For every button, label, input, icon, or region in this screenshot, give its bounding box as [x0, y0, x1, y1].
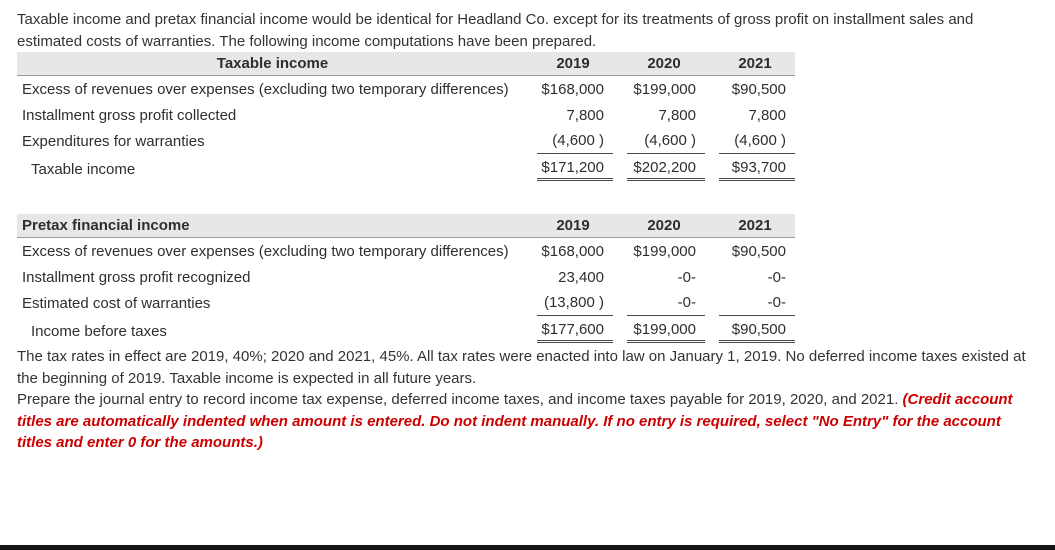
- row-label: Excess of revenues over expenses (exclud…: [22, 242, 509, 260]
- row-value: 23,400: [558, 268, 604, 286]
- row-value: (4,600 ): [627, 128, 705, 154]
- instruction-normal-text: Prepare the journal entry to record inco…: [17, 391, 903, 408]
- row-value: $168,000: [541, 80, 604, 98]
- year-header-2019: 2019: [556, 217, 590, 234]
- year-header-2020: 2020: [647, 217, 681, 234]
- year-header-2020: 2020: [647, 55, 681, 72]
- table-total-row: Taxable income $171,200 $202,200 $93,700: [17, 154, 795, 184]
- total-label: Income before taxes: [31, 322, 167, 340]
- pretax-financial-income-table: Pretax financial income 2019 2020 2021 E…: [17, 214, 795, 346]
- row-value: (4,600 ): [537, 128, 613, 154]
- bottom-edge-bar: [0, 545, 1055, 550]
- intro-paragraph: Taxable income and pretax financial inco…: [17, 11, 974, 50]
- instruction-paragraph: Prepare the journal entry to record inco…: [17, 389, 1033, 454]
- row-value: -0-: [767, 268, 786, 286]
- row-value: 7,800: [658, 106, 696, 124]
- year-header-2021: 2021: [738, 55, 772, 72]
- row-value: $90,500: [731, 80, 786, 98]
- table-row: Installment gross profit recognized 23,4…: [17, 264, 795, 290]
- row-value: (4,600 ): [719, 128, 795, 154]
- total-label: Taxable income: [31, 160, 136, 178]
- table-title: Pretax financial income: [22, 217, 190, 234]
- problem-page: Taxable income and pretax financial inco…: [17, 11, 1033, 454]
- year-header-2019: 2019: [556, 55, 590, 72]
- row-value: 7,800: [566, 106, 604, 124]
- total-value: $177,600: [537, 319, 613, 343]
- row-value: -0-: [627, 290, 705, 316]
- row-label: Installment gross profit collected: [22, 106, 237, 124]
- table-title: Taxable income: [216, 55, 329, 72]
- row-value: 7,800: [748, 106, 786, 124]
- row-value: (13,800 ): [537, 290, 613, 316]
- total-value: $93,700: [719, 157, 795, 181]
- instruction-red-note: (Credit account titles are automatically…: [17, 391, 1013, 451]
- table-header-row: Taxable income 2019 2020 2021: [17, 52, 795, 76]
- table-row: Excess of revenues over expenses (exclud…: [17, 238, 795, 264]
- row-value: -0-: [719, 290, 795, 316]
- table-row: Estimated cost of warranties (13,800 ) -…: [17, 290, 795, 316]
- row-value: $199,000: [633, 242, 696, 260]
- total-value: $171,200: [537, 157, 613, 181]
- table-row: Installment gross profit collected 7,800…: [17, 102, 795, 128]
- year-header-2021: 2021: [738, 217, 772, 234]
- tax-rates-paragraph: The tax rates in effect are 2019, 40%; 2…: [17, 348, 1026, 387]
- table-row: Excess of revenues over expenses (exclud…: [17, 76, 795, 102]
- table-header-row: Pretax financial income 2019 2020 2021: [17, 214, 795, 238]
- total-value: $202,200: [627, 157, 705, 181]
- table-total-row: Income before taxes $177,600 $199,000 $9…: [17, 316, 795, 346]
- row-value: $90,500: [731, 242, 786, 260]
- total-value: $199,000: [627, 319, 705, 343]
- row-label: Excess of revenues over expenses (exclud…: [22, 80, 509, 98]
- row-value: -0-: [677, 268, 696, 286]
- taxable-income-table: Taxable income 2019 2020 2021 Excess of …: [17, 52, 795, 184]
- row-label: Expenditures for warranties: [22, 132, 205, 150]
- row-label: Installment gross profit recognized: [22, 268, 251, 286]
- row-value: $199,000: [633, 80, 696, 98]
- row-label: Estimated cost of warranties: [22, 294, 211, 312]
- total-value: $90,500: [719, 319, 795, 343]
- row-value: $168,000: [541, 242, 604, 260]
- table-row: Expenditures for warranties (4,600 ) (4,…: [17, 128, 795, 154]
